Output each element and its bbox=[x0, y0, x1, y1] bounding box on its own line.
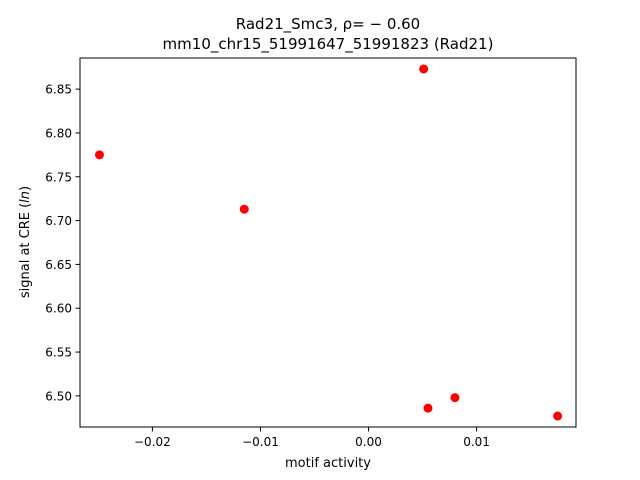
y-tick-label: 6.80 bbox=[45, 126, 72, 140]
y-tick-label: 6.85 bbox=[45, 83, 72, 97]
y-tick-label: 6.60 bbox=[45, 302, 72, 316]
x-tick-label: 0.01 bbox=[463, 435, 490, 449]
plot-area bbox=[94, 64, 563, 421]
data-point-1 bbox=[94, 150, 104, 160]
x-tick-label: −0.02 bbox=[134, 435, 171, 449]
y-tick-label: 6.70 bbox=[45, 214, 72, 228]
y-tick-label: 6.50 bbox=[45, 389, 72, 403]
x-axis: −0.02 −0.01 0.00 0.01 bbox=[134, 427, 490, 449]
x-axis-label: motif activity bbox=[285, 456, 371, 471]
data-point-5 bbox=[450, 393, 460, 403]
data-point-2 bbox=[239, 204, 249, 214]
plot-frame bbox=[79, 57, 577, 428]
y-tick-label: 6.65 bbox=[45, 258, 72, 272]
chart-title-line-2: mm10_chr15_51991647_51991823 (Rad21) bbox=[163, 35, 494, 54]
y-axis-label: signal at CRE (ln) bbox=[18, 186, 33, 298]
data-point-6 bbox=[553, 411, 563, 421]
x-tick-label: −0.01 bbox=[242, 435, 279, 449]
data-point-3 bbox=[419, 64, 429, 74]
y-tick-label: 6.55 bbox=[45, 346, 72, 360]
y-tick-label: 6.75 bbox=[45, 170, 72, 184]
chart-title-line-1: Rad21_Smc3, ρ= − 0.60 bbox=[236, 15, 420, 34]
y-axis: 6.50 6.55 6.60 6.65 6.70 6.75 6.80 6.85 bbox=[45, 83, 80, 403]
x-tick-label: 0.00 bbox=[355, 435, 382, 449]
data-point-4 bbox=[423, 403, 433, 413]
